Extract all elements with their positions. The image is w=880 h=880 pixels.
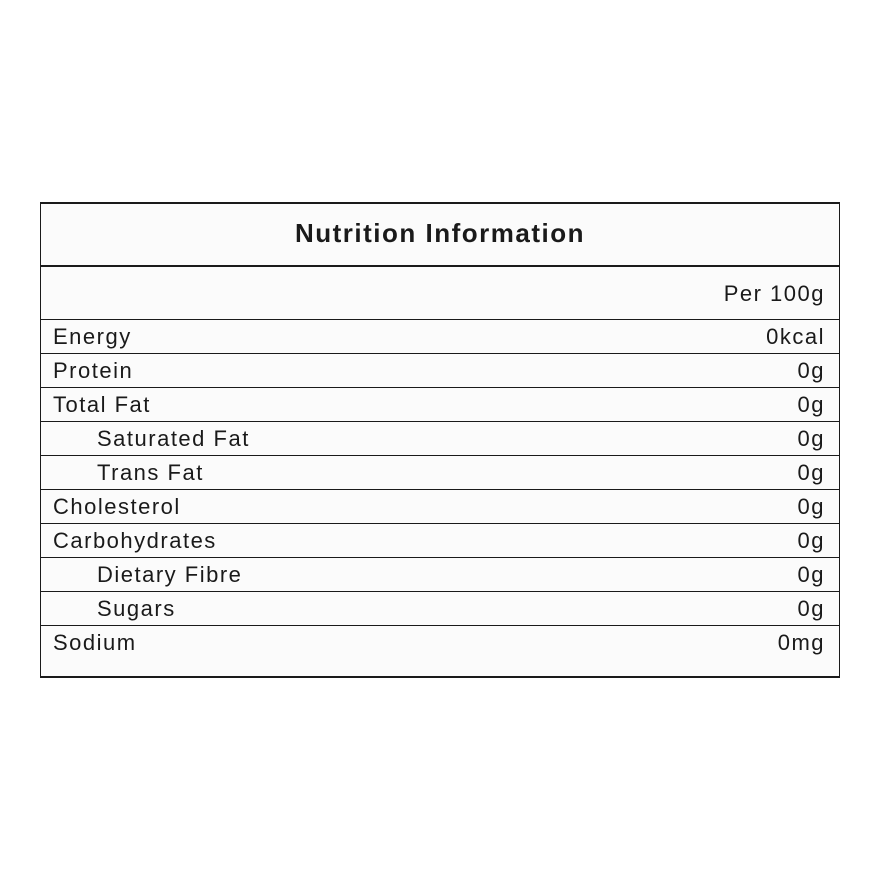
row-label: Cholesterol xyxy=(53,494,181,520)
table-row: Cholesterol 0g xyxy=(41,489,839,523)
row-label: Energy xyxy=(53,324,132,350)
row-label: Sodium xyxy=(53,630,137,656)
column-header: Per 100g xyxy=(41,267,839,319)
table-row: Total Fat 0g xyxy=(41,387,839,421)
row-label: Total Fat xyxy=(53,392,151,418)
table-row: Sodium 0mg xyxy=(41,625,839,676)
row-value: 0g xyxy=(798,596,825,622)
row-value: 0g xyxy=(798,528,825,554)
table-row-sub: Sugars 0g xyxy=(41,591,839,625)
table-row: Carbohydrates 0g xyxy=(41,523,839,557)
row-label: Dietary Fibre xyxy=(53,562,242,588)
table-row-sub: Dietary Fibre 0g xyxy=(41,557,839,591)
table-row-sub: Trans Fat 0g xyxy=(41,455,839,489)
row-value: 0g xyxy=(798,460,825,486)
table-row: Protein 0g xyxy=(41,353,839,387)
table-row: Energy 0kcal xyxy=(41,319,839,353)
nutrition-panel: Nutrition Information Per 100g Energy 0k… xyxy=(40,202,840,678)
row-label: Trans Fat xyxy=(53,460,204,486)
row-value: 0g xyxy=(798,562,825,588)
row-value: 0mg xyxy=(778,630,825,656)
row-label: Saturated Fat xyxy=(53,426,250,452)
row-value: 0kcal xyxy=(766,324,825,350)
row-value: 0g xyxy=(798,392,825,418)
row-value: 0g xyxy=(798,426,825,452)
table-row-sub: Saturated Fat 0g xyxy=(41,421,839,455)
row-label: Sugars xyxy=(53,596,176,622)
row-label: Protein xyxy=(53,358,133,384)
row-value: 0g xyxy=(798,358,825,384)
row-value: 0g xyxy=(798,494,825,520)
panel-title: Nutrition Information xyxy=(41,204,839,267)
row-label: Carbohydrates xyxy=(53,528,217,554)
